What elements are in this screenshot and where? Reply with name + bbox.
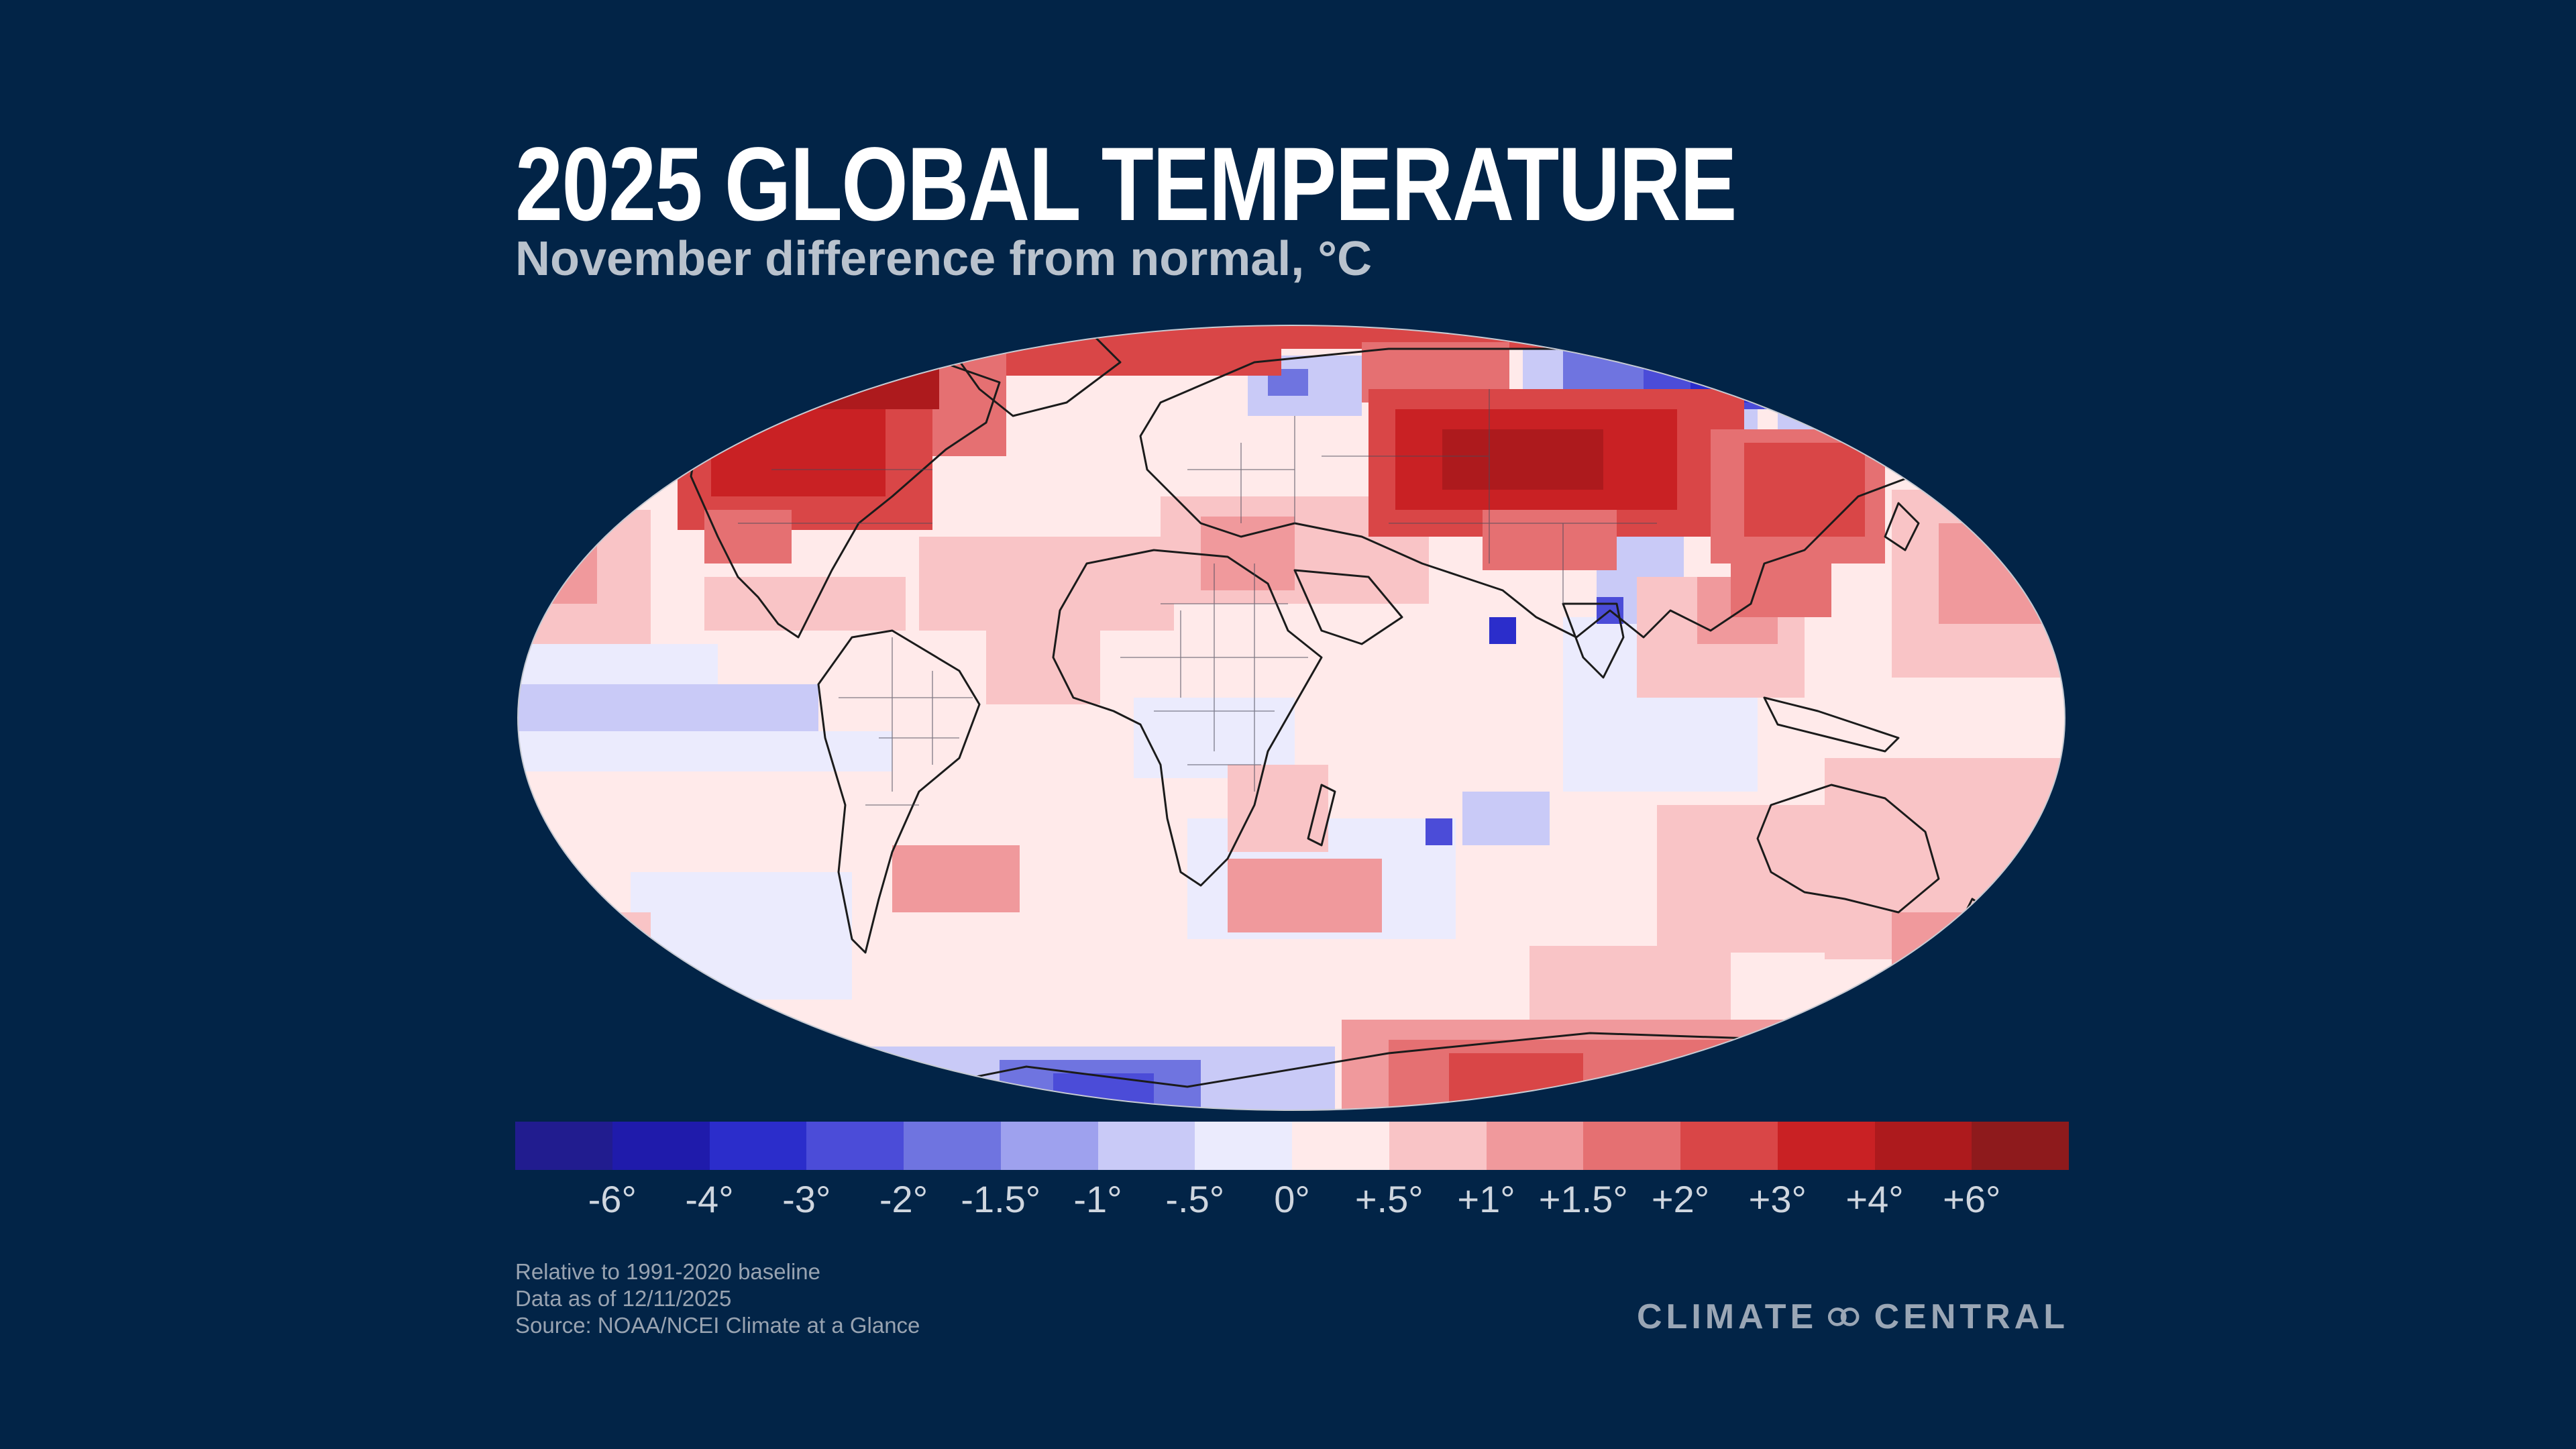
legend-swatch: [904, 1122, 1001, 1170]
north-america-outline: [690, 358, 1001, 639]
legend-swatch: [1389, 1122, 1487, 1170]
legend-tick-label: -1.5°: [961, 1178, 1041, 1220]
southeast-asia-islands-outline: [1763, 696, 1900, 753]
legend-swatch: [1097, 1122, 1195, 1170]
country-borders: [738, 389, 1657, 806]
footnotes: Relative to 1991-2020 baseline Data as o…: [515, 1258, 920, 1339]
source-note: Source: NOAA/NCEI Climate at a Glance: [515, 1313, 920, 1338]
legend-tick-label: +1°: [1457, 1178, 1515, 1220]
legend-swatch: [1000, 1122, 1098, 1170]
legend-swatch: [612, 1122, 710, 1170]
legend-swatch: [1680, 1122, 1778, 1170]
legend-swatch: [1777, 1122, 1875, 1170]
australia-outline: [1756, 784, 1940, 914]
color-legend: [515, 1122, 2069, 1170]
legend-tick-label: +2°: [1651, 1178, 1710, 1220]
legend-swatch: [1292, 1122, 1389, 1170]
legend-tick-label: -3°: [782, 1178, 831, 1220]
legend-swatch: [515, 1122, 612, 1170]
legend-swatch: [1486, 1122, 1584, 1170]
south-america-outline: [817, 629, 981, 954]
legend-tick-label: 0°: [1274, 1178, 1310, 1220]
antarctica-outline: [784, 1032, 2065, 1110]
data-date-note: Data as of 12/11/2025: [515, 1286, 732, 1311]
legend-tick-label: +1.5°: [1538, 1178, 1628, 1220]
legend-swatch: [1195, 1122, 1292, 1170]
chart-subtitle: November difference from normal, °C: [515, 232, 1373, 286]
legend-swatch: [1583, 1122, 1680, 1170]
legend-tick-labels: -6° -4° -3° -2° -1.5° -1° -.5° 0° +.5° +1° +1.5° +2…: [515, 1175, 2069, 1229]
legend-swatch: [1874, 1122, 1972, 1170]
baseline-note: Relative to 1991-2020 baseline: [515, 1259, 820, 1284]
map-outline: [517, 325, 2065, 1111]
madagascar-outline: [1307, 784, 1336, 847]
legend-tick-label: -1°: [1073, 1178, 1122, 1220]
legend-swatch: [806, 1122, 904, 1170]
legend-tick-label: +3°: [1748, 1178, 1807, 1220]
world-temperature-anomaly-map: [517, 325, 2065, 1111]
japan-outline: [1884, 502, 1920, 551]
india-outline: [1562, 602, 1625, 679]
arabian-peninsula-outline: [1293, 569, 1403, 645]
warm-anomaly-regions: [518, 490, 2065, 1110]
climate-central-logo: CLIMATE CENTRAL: [1637, 1295, 2069, 1339]
brand-word-right: CENTRAL: [1874, 1297, 2069, 1336]
brand-word-left: CLIMATE: [1637, 1297, 1818, 1336]
legend-tick-label: +4°: [1845, 1178, 1904, 1220]
legend-tick-label: -2°: [879, 1178, 928, 1220]
legend-swatch: [709, 1122, 807, 1170]
legend-tick-label: -6°: [588, 1178, 637, 1220]
legend-tick-label: +.5°: [1354, 1178, 1424, 1220]
legend-swatch: [1972, 1122, 2069, 1170]
chart-title: 2025 GLOBAL TEMPERATURE: [515, 126, 1737, 243]
legend-tick-label: +6°: [1943, 1178, 2001, 1220]
africa-outline: [1052, 549, 1323, 887]
legend-tick-label: -4°: [685, 1178, 734, 1220]
climate-central-rings-icon: [1828, 1307, 1860, 1326]
legend-tick-label: -.5°: [1165, 1178, 1225, 1220]
